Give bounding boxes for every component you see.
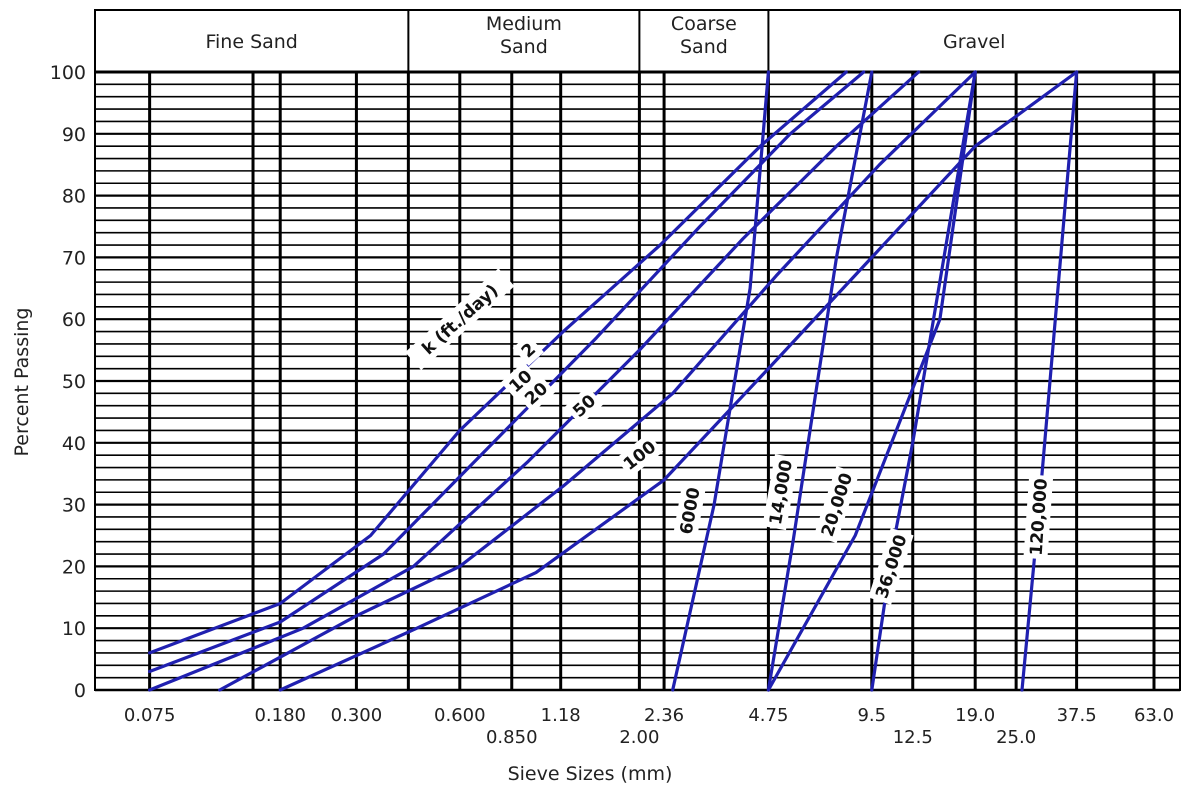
annotation-background	[868, 527, 914, 605]
band-header-frame	[94, 9, 1181, 73]
x-tick-label: 9.5	[857, 705, 886, 726]
annotation-background	[500, 361, 540, 401]
y-tick-label: 100	[50, 62, 86, 84]
y-tick-label: 30	[62, 495, 86, 517]
curve-annotation: 120,000	[1023, 474, 1054, 560]
curve-line	[870, 70, 977, 692]
band-label: Gravel	[943, 31, 1005, 53]
annotation-background	[762, 454, 799, 531]
x-tick-label: 1.18	[541, 705, 581, 726]
y-tick-label: 40	[62, 433, 86, 455]
x-tick-label: 63.0	[1134, 705, 1174, 726]
curve-annotation: 2	[512, 334, 544, 366]
band-label: Coarse	[671, 13, 737, 35]
curve-annotation: 6000	[673, 483, 706, 539]
y-tick-label: 80	[62, 186, 86, 208]
annotation-background	[564, 386, 604, 425]
x-tick-label: 0.300	[331, 705, 383, 726]
y-tick-label: 10	[62, 618, 86, 640]
curve-line	[671, 70, 771, 692]
curve-line	[766, 70, 874, 692]
y-tick-label: 0	[74, 680, 86, 702]
x-tick-label: 2.00	[619, 727, 659, 748]
annotation-background	[673, 483, 706, 539]
y-axis-label: Percent Passing	[11, 308, 33, 457]
x-tick-label: 0.075	[124, 705, 176, 726]
x-tick-label: 37.5	[1057, 705, 1097, 726]
x-axis-ticks: 0.075 0.180 0.300 0.600 1.18 2.36 4.75 9.5 19.0 3…	[124, 705, 1174, 748]
annotation-background	[512, 334, 544, 366]
y-axis-ticks: 0 10 20 30 40 50 60 70 80 90 100	[50, 62, 86, 702]
annotation-background	[813, 466, 860, 544]
annotation-background	[1023, 474, 1054, 560]
y-tick-label: 90	[62, 124, 86, 146]
band-label: Medium	[486, 13, 562, 35]
x-tick-label: 4.75	[748, 705, 788, 726]
chart-grid	[94, 70, 1181, 692]
x-tick-label: 0.850	[486, 727, 538, 748]
curve-line	[218, 70, 977, 692]
annotation-background	[405, 268, 515, 371]
x-axis-label: Sieve Sizes (mm)	[508, 763, 673, 785]
y-tick-label: 60	[62, 309, 86, 331]
x-tick-label: 2.36	[644, 705, 684, 726]
x-tick-label: 12.5	[893, 727, 933, 748]
y-tick-label: 50	[62, 371, 86, 393]
x-tick-label: 25.0	[996, 727, 1036, 748]
band-label: Sand	[680, 36, 728, 58]
x-tick-label: 19.0	[955, 705, 995, 726]
band-label: Sand	[500, 36, 548, 58]
y-tick-label: 20	[62, 556, 86, 578]
x-tick-label: 0.600	[434, 705, 486, 726]
band-label: Fine Sand	[205, 31, 297, 53]
annotation-background	[615, 432, 664, 478]
annotation-background	[516, 374, 556, 413]
x-tick-label: 0.180	[254, 705, 306, 726]
curve-line	[766, 70, 977, 692]
y-tick-label: 70	[62, 247, 86, 269]
